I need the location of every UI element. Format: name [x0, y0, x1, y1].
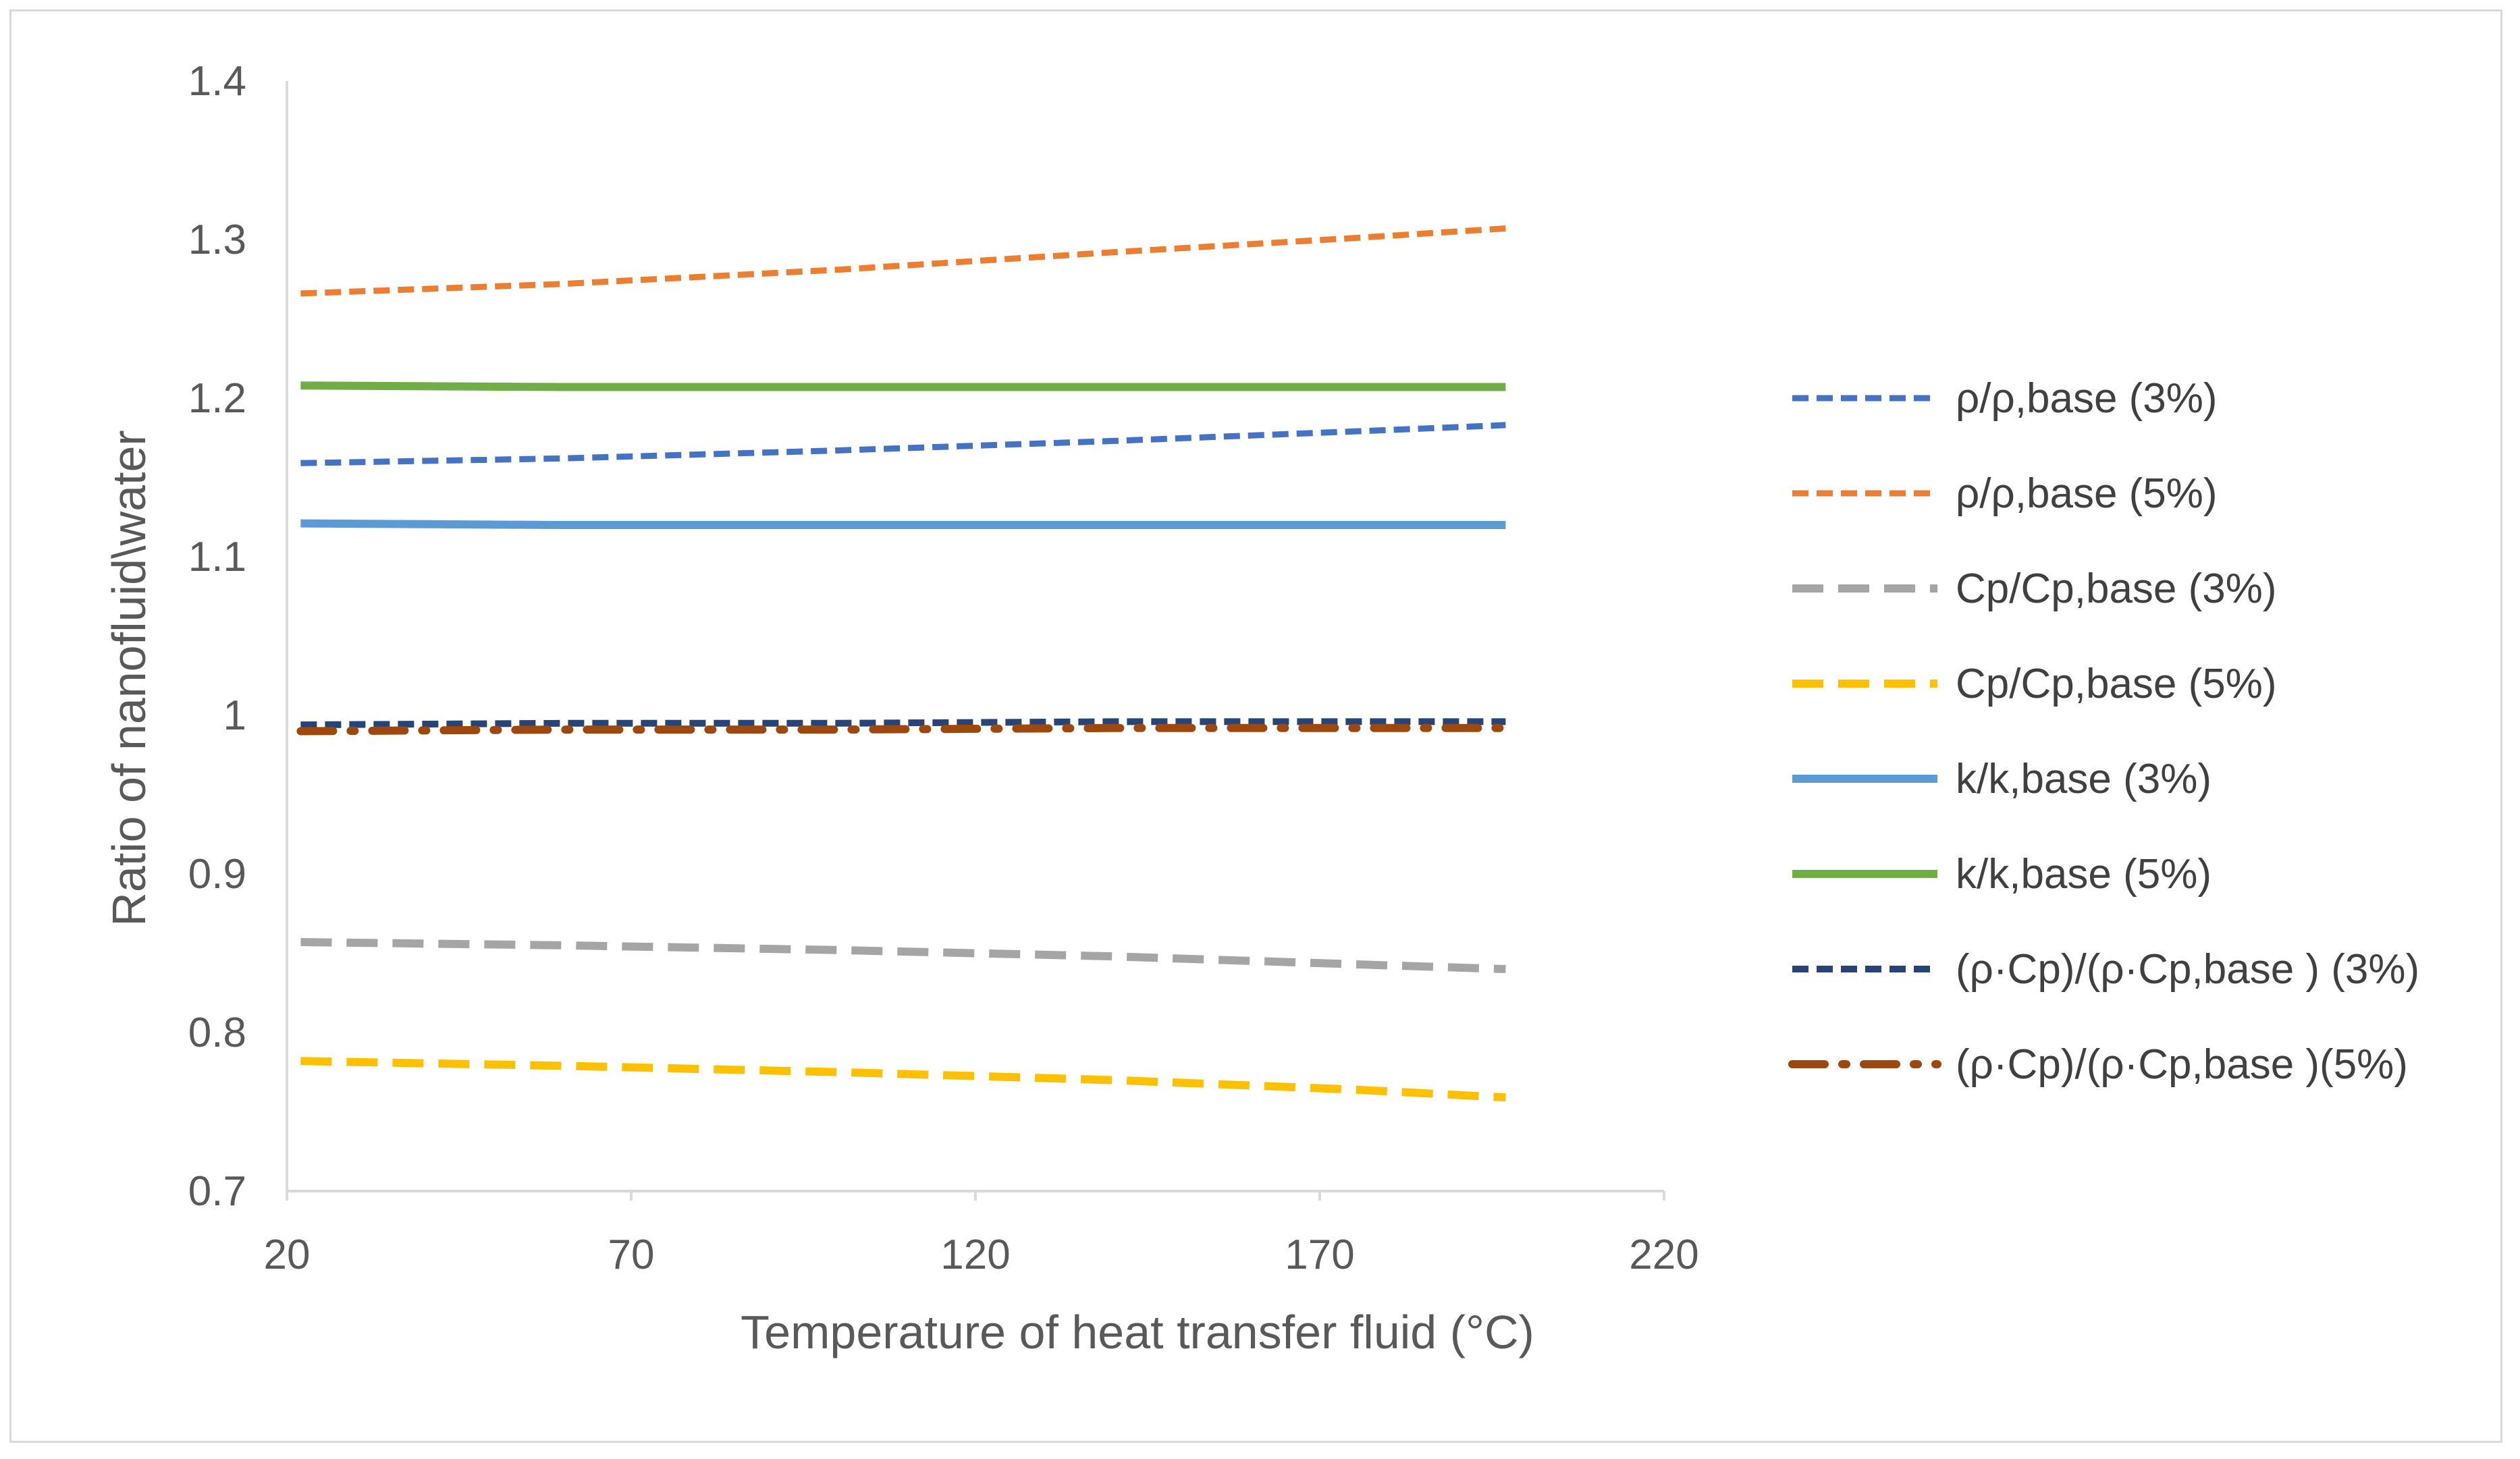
legend-label-3: Cp/Cp,base (3%) [1956, 566, 2277, 612]
y-tick-label: 1.3 [188, 217, 246, 263]
legend-label-1: ρ/ρ,base (3%) [1956, 375, 2218, 422]
series-line-5 [300, 519, 1506, 529]
x-tick-label: 120 [940, 1232, 1010, 1278]
x-tick-label: 70 [608, 1232, 655, 1278]
y-tick-label: 1 [223, 692, 246, 739]
y-tick-label: 1.2 [188, 375, 246, 422]
legend-label-4: Cp/Cp,base (5%) [1956, 661, 2277, 707]
legend-label-6: k/k,base (5%) [1956, 851, 2211, 898]
series-line-1 [300, 422, 1506, 466]
y-tick-label: 0.8 [188, 1010, 246, 1056]
series-line-3 [300, 938, 1506, 973]
y-tick-label: 0.7 [188, 1168, 246, 1215]
legend-label-2: ρ/ρ,base (5%) [1956, 470, 2218, 517]
y-tick-label: 1.1 [188, 534, 246, 580]
series-line-7 [300, 718, 1506, 729]
legend-label-7: (ρ·Cp)/(ρ·Cp,base ) (3%) [1956, 946, 2419, 993]
y-axis-title: Ratio of nanofluid\water [103, 430, 155, 926]
legend-label-8: (ρ·Cp)/(ρ·Cp,base )(5%) [1956, 1041, 2408, 1088]
y-tick-label: 1.4 [188, 58, 246, 105]
series-line-4 [300, 1057, 1506, 1102]
series-line-2 [300, 225, 1506, 297]
x-axis-title: Temperature of heat transfer fluid (°C) [741, 1306, 1534, 1358]
x-tick-label: 220 [1629, 1232, 1698, 1278]
series-line-8 [296, 723, 1510, 736]
axes: 0.7 0.8 0.9 1 1.1 1.2 1.3 1.4 20 70 120 170 220 [188, 58, 1699, 1278]
x-tick-label: 20 [264, 1232, 311, 1278]
series-layer [296, 225, 1510, 1102]
x-tick-label: 170 [1285, 1232, 1354, 1278]
series-line-6 [300, 381, 1506, 391]
y-tick-label: 0.9 [188, 851, 246, 898]
legend-label-5: k/k,base (3%) [1956, 756, 2211, 802]
legend: ρ/ρ,base (3%) ρ/ρ,base (5%) Cp/Cp,base (3%… [1788, 375, 2419, 1088]
